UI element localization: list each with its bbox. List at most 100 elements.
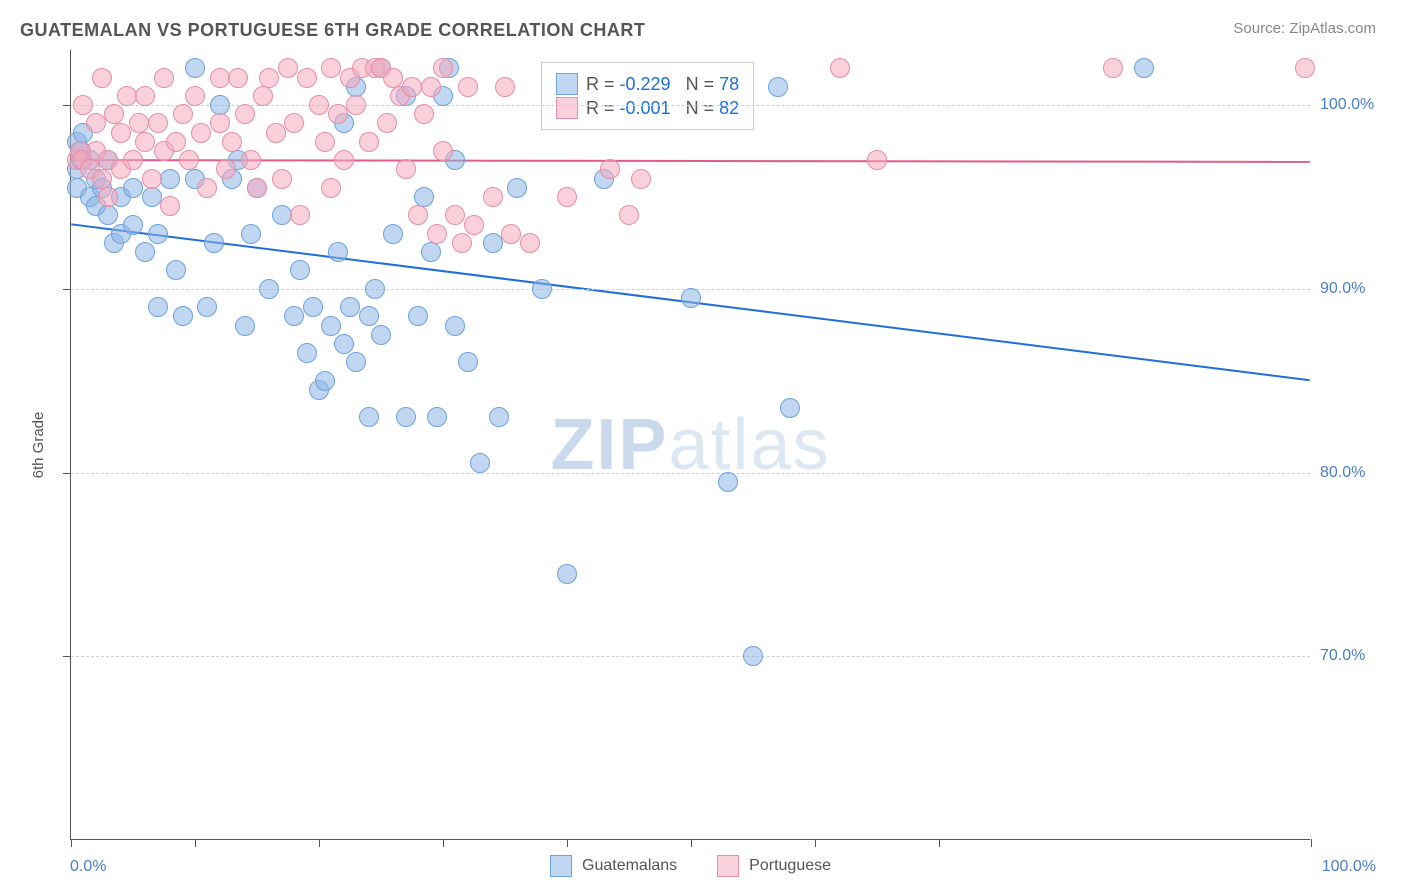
- source-attribution: Source: ZipAtlas.com: [1233, 20, 1376, 37]
- x-tick: [815, 839, 816, 847]
- scatter-point: [867, 150, 887, 170]
- scatter-point: [421, 77, 441, 97]
- scatter-point: [241, 150, 261, 170]
- scatter-point: [458, 352, 478, 372]
- scatter-point: [272, 169, 292, 189]
- legend-swatch: [550, 855, 572, 877]
- grid-line: [71, 656, 1310, 657]
- scatter-point: [309, 95, 329, 115]
- scatter-point: [433, 58, 453, 78]
- y-tick-label: 80.0%: [1320, 464, 1390, 482]
- scatter-point: [222, 132, 242, 152]
- y-tick-label: 90.0%: [1320, 280, 1390, 298]
- x-tick: [1311, 839, 1312, 847]
- source-prefix: Source:: [1233, 20, 1289, 37]
- scatter-point: [328, 104, 348, 124]
- x-tick: [691, 839, 692, 847]
- scatter-point: [321, 58, 341, 78]
- scatter-point: [718, 472, 738, 492]
- scatter-point: [470, 453, 490, 473]
- scatter-point: [148, 224, 168, 244]
- scatter-point: [768, 77, 788, 97]
- scatter-point: [830, 58, 850, 78]
- scatter-point: [495, 77, 515, 97]
- scatter-point: [160, 196, 180, 216]
- scatter-point: [483, 233, 503, 253]
- regression-lines-svg: [71, 50, 1310, 839]
- legend-r-n: R = -0.001 N = 82: [586, 98, 739, 119]
- scatter-point: [259, 68, 279, 88]
- y-tick: [63, 289, 71, 290]
- scatter-point: [359, 407, 379, 427]
- scatter-point: [315, 132, 335, 152]
- scatter-point: [290, 260, 310, 280]
- scatter-point: [104, 104, 124, 124]
- scatter-point: [284, 113, 304, 133]
- scatter-point: [148, 113, 168, 133]
- y-axis-title: 6th Grade: [30, 412, 47, 479]
- scatter-point: [148, 297, 168, 317]
- scatter-point: [284, 306, 304, 326]
- scatter-point: [315, 371, 335, 391]
- x-tick: [319, 839, 320, 847]
- scatter-point: [334, 334, 354, 354]
- series-legend: GuatemalansPortuguese: [550, 855, 861, 877]
- scatter-point: [359, 306, 379, 326]
- scatter-point: [111, 123, 131, 143]
- scatter-point: [743, 646, 763, 666]
- scatter-point: [185, 58, 205, 78]
- legend-r-n: R = -0.229 N = 78: [586, 74, 739, 95]
- legend-row: R = -0.229 N = 78: [556, 73, 739, 95]
- scatter-point: [228, 68, 248, 88]
- scatter-point: [464, 215, 484, 235]
- correlation-legend-box: R = -0.229 N = 78 R = -0.001 N = 82: [541, 62, 754, 130]
- chart-container: GUATEMALAN VS PORTUGUESE 6TH GRADE CORRE…: [0, 0, 1406, 892]
- scatter-point: [427, 224, 447, 244]
- scatter-point: [501, 224, 521, 244]
- scatter-point: [117, 86, 137, 106]
- scatter-point: [173, 306, 193, 326]
- scatter-point: [166, 132, 186, 152]
- scatter-point: [142, 169, 162, 189]
- x-tick: [939, 839, 940, 847]
- legend-series-label: Guatemalans: [582, 857, 677, 875]
- scatter-point: [179, 150, 199, 170]
- scatter-point: [123, 215, 143, 235]
- scatter-point: [197, 178, 217, 198]
- scatter-point: [489, 407, 509, 427]
- scatter-point: [328, 242, 348, 262]
- scatter-point: [557, 564, 577, 584]
- legend-row: R = -0.001 N = 82: [556, 97, 739, 119]
- scatter-point: [340, 297, 360, 317]
- scatter-point: [210, 95, 230, 115]
- scatter-point: [321, 316, 341, 336]
- scatter-point: [619, 205, 639, 225]
- scatter-point: [173, 104, 193, 124]
- scatter-point: [210, 113, 230, 133]
- scatter-point: [414, 104, 434, 124]
- legend-swatch: [556, 97, 578, 119]
- plot-area: ZIPatlas R = -0.229 N = 78R = -0.001 N =…: [70, 50, 1310, 840]
- scatter-point: [631, 169, 651, 189]
- x-tick: [195, 839, 196, 847]
- scatter-point: [98, 205, 118, 225]
- scatter-point: [185, 86, 205, 106]
- scatter-point: [520, 233, 540, 253]
- x-tick: [443, 839, 444, 847]
- scatter-point: [321, 178, 341, 198]
- source-link[interactable]: ZipAtlas.com: [1289, 20, 1376, 37]
- scatter-point: [681, 288, 701, 308]
- grid-line: [71, 473, 1310, 474]
- scatter-point: [458, 77, 478, 97]
- x-axis-min-label: 0.0%: [70, 858, 106, 876]
- scatter-point: [197, 297, 217, 317]
- scatter-point: [421, 242, 441, 262]
- x-axis-max-label: 100.0%: [1322, 858, 1376, 876]
- scatter-point: [129, 113, 149, 133]
- scatter-point: [396, 407, 416, 427]
- scatter-point: [98, 187, 118, 207]
- scatter-point: [278, 58, 298, 78]
- scatter-point: [241, 224, 261, 244]
- scatter-point: [433, 141, 453, 161]
- scatter-point: [396, 159, 416, 179]
